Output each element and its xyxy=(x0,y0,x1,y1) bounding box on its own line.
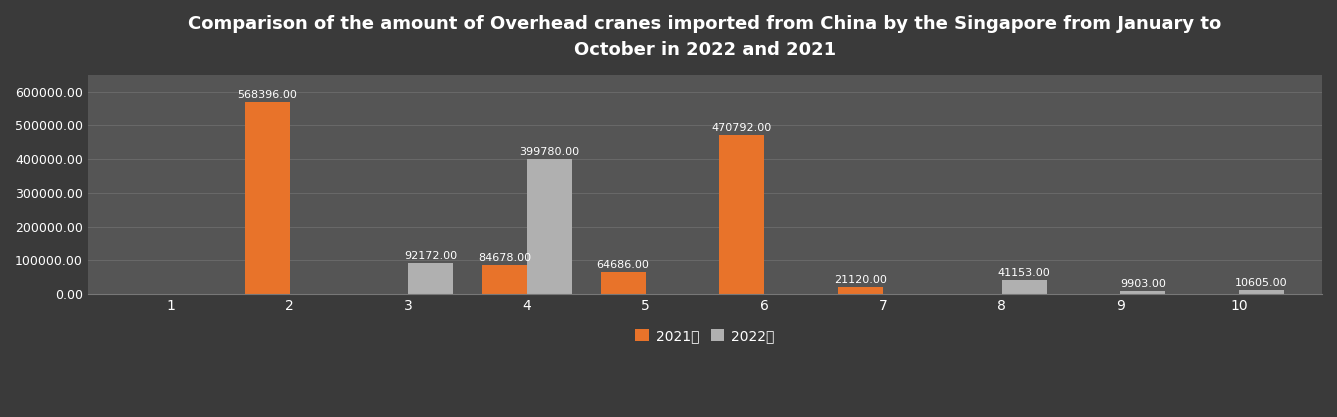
Text: 41153.00: 41153.00 xyxy=(997,268,1051,278)
Bar xyxy=(1120,291,1166,294)
Bar xyxy=(838,287,882,294)
Text: 9903.00: 9903.00 xyxy=(1120,279,1166,289)
Text: 470792.00: 470792.00 xyxy=(711,123,771,133)
Text: 399780.00: 399780.00 xyxy=(519,147,579,157)
Text: 64686.00: 64686.00 xyxy=(596,260,650,270)
Text: 84678.00: 84678.00 xyxy=(477,254,531,264)
Text: 92172.00: 92172.00 xyxy=(404,251,457,261)
Title: Comparison of the amount of Overhead cranes imported from China by the Singapore: Comparison of the amount of Overhead cra… xyxy=(189,15,1222,59)
Bar xyxy=(408,263,453,294)
Bar xyxy=(719,135,765,294)
Text: 10605.00: 10605.00 xyxy=(1235,279,1288,289)
Bar xyxy=(245,102,290,294)
Text: 568396.00: 568396.00 xyxy=(237,90,297,100)
Bar xyxy=(1239,291,1284,294)
Bar xyxy=(1001,280,1047,294)
Legend: 2021年, 2022年: 2021年, 2022年 xyxy=(630,323,781,349)
Bar xyxy=(527,159,572,294)
Text: 21120.00: 21120.00 xyxy=(834,275,886,285)
Bar xyxy=(481,266,527,294)
Bar xyxy=(600,272,646,294)
